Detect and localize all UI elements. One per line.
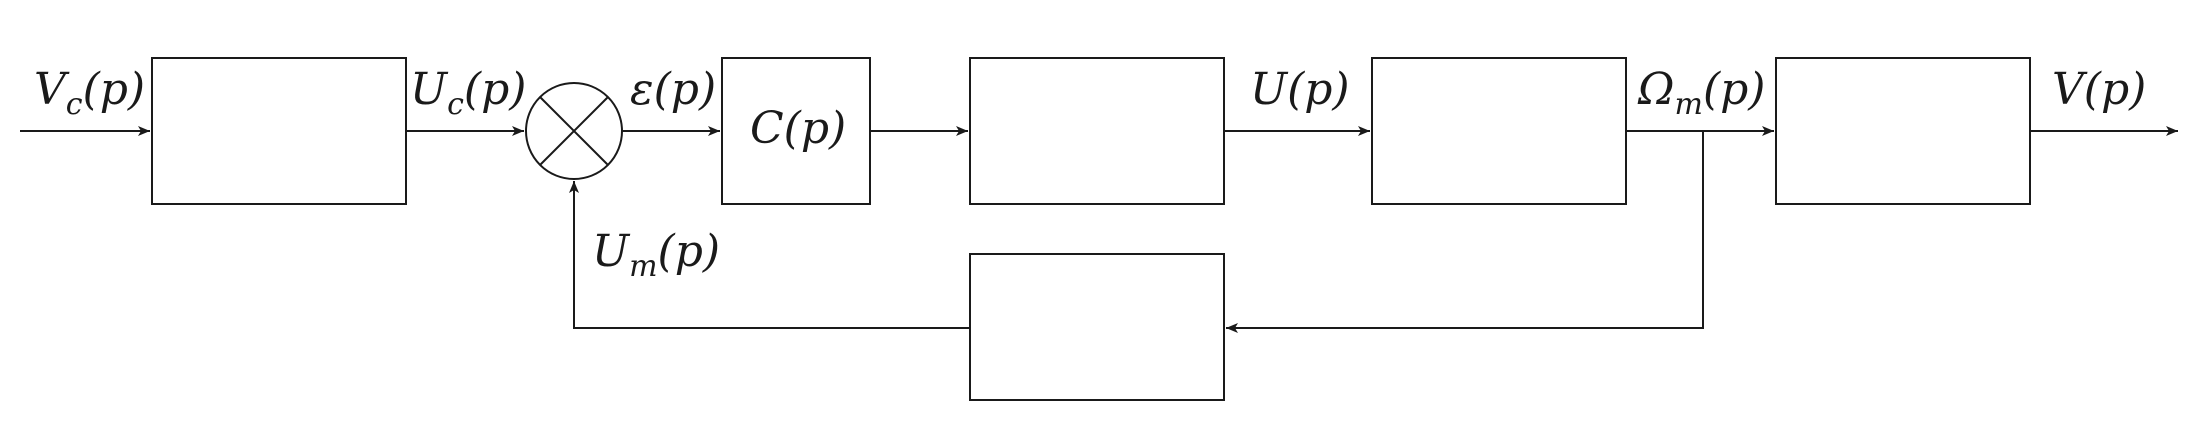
label-corrector: C(p)	[750, 103, 846, 154]
block-corrector	[721, 57, 871, 205]
summing-junction	[525, 82, 623, 180]
block-sensor	[969, 253, 1225, 401]
block-amplifier	[969, 57, 1225, 205]
feedback-line-to-junction	[569, 181, 970, 329]
label-v: V(p)	[2052, 64, 2146, 115]
block-motor	[1371, 57, 1627, 205]
block-input-adapter	[151, 57, 407, 205]
label-epsilon: ε(p)	[630, 64, 716, 115]
feedback-line-to-sensor	[1226, 131, 1704, 333]
label-u: U(p)	[1250, 64, 1350, 115]
label-um: Um(p)	[592, 226, 720, 284]
label-vc: Vc(p)	[34, 64, 145, 122]
label-omega: Ωm(p)	[1637, 64, 1765, 122]
block-output-transmission	[1775, 57, 2031, 205]
label-uc: Uc(p)	[410, 64, 526, 122]
